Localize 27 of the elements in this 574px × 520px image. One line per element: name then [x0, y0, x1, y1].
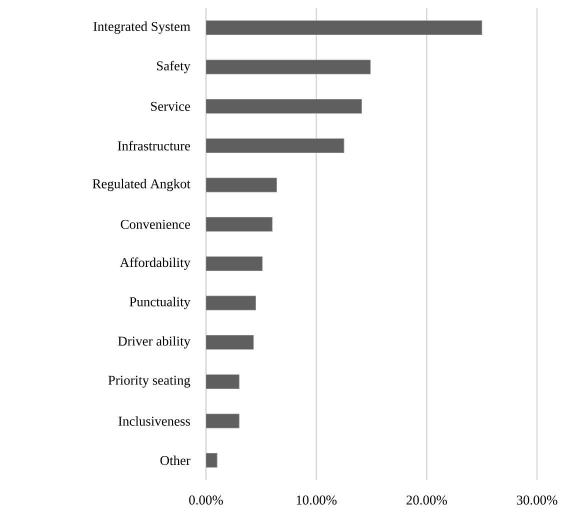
bar [206, 335, 254, 350]
bar [206, 217, 273, 232]
y-tick-label: Affordability [120, 257, 190, 270]
y-tick-label: Inclusiveness [118, 416, 190, 426]
x-tick-label: 30.00% [516, 496, 558, 505]
y-tick-label: Punctuality [130, 296, 190, 310]
x-tick-label: 10.00% [296, 496, 337, 505]
bar [206, 256, 263, 271]
y-tick-label: Driver ability [118, 336, 190, 348]
x-tick-label: 0.00% [189, 496, 223, 505]
bar [206, 60, 371, 74]
y-tick-label: Safety [157, 60, 190, 74]
bar [206, 20, 482, 35]
y-tick-label: Integrated System [93, 22, 190, 34]
bar [206, 99, 362, 114]
bar [206, 138, 344, 153]
bar [206, 178, 277, 192]
x-tick-label: 20.00% [406, 496, 447, 505]
bar [206, 296, 256, 310]
y-tick-label: Convenience [120, 220, 190, 229]
y-tick-label: Priority seating [108, 376, 190, 388]
bar [206, 414, 240, 428]
y-tick-label: Infrastructure [118, 140, 190, 150]
y-tick-label: Service [151, 102, 190, 111]
y-tick-label: Other [160, 456, 190, 466]
y-tick-label: Regulated Angkot [92, 178, 190, 192]
bar [206, 374, 240, 389]
